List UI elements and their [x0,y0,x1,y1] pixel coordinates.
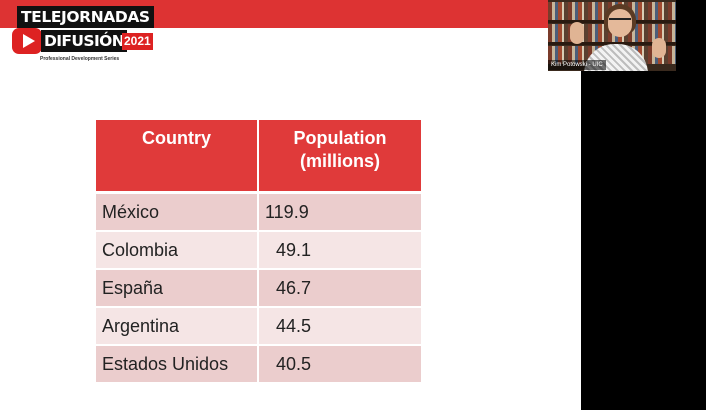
header-population: Population (millions) [258,120,421,194]
waving-hand-right [652,38,666,58]
cell-country: México [96,192,259,232]
shelf [548,42,676,45]
cell-population: 46.7 [258,269,421,308]
cell-population: 44.5 [258,307,421,346]
table-row: España 46.7 [96,269,421,308]
cell-country: Colombia [96,231,259,270]
participant-head [608,9,632,37]
cell-country: Estados Unidos [96,345,259,384]
cell-population: 40.5 [258,345,421,384]
play-icon [12,28,42,54]
table-row: Estados Unidos 40.5 [96,345,421,384]
shared-slide: TELEJORNADAS DIFUSIÓN 2021 Professional … [0,0,581,410]
glasses-icon [609,18,631,26]
cell-population: 49.1 [258,231,421,270]
logo-difusion-text: DIFUSIÓN [41,30,128,52]
table-header-row: Country Population (millions) [96,120,421,194]
participant-name-label: Kim Potowski - UIC [548,60,606,70]
table-row: Argentina 44.5 [96,307,421,346]
population-table: Country Population (millions) México 119… [96,120,421,384]
table-row: México 119.9 [96,192,421,232]
header-country: Country [96,120,259,194]
table-row: Colombia 49.1 [96,231,421,270]
telejornadas-logo: TELEJORNADAS DIFUSIÓN 2021 Professional … [10,6,155,66]
cell-country: España [96,269,259,308]
cell-country: Argentina [96,307,259,346]
cell-population: 119.9 [258,192,421,232]
logo-subtitle: Professional Development Series [40,56,120,62]
participant-video-tile[interactable]: Kim Potowski - UIC [548,0,676,71]
logo-year-badge: 2021 [122,33,153,50]
logo-telejornadas-text: TELEJORNADAS [17,6,154,28]
waving-hand-left [570,22,584,44]
